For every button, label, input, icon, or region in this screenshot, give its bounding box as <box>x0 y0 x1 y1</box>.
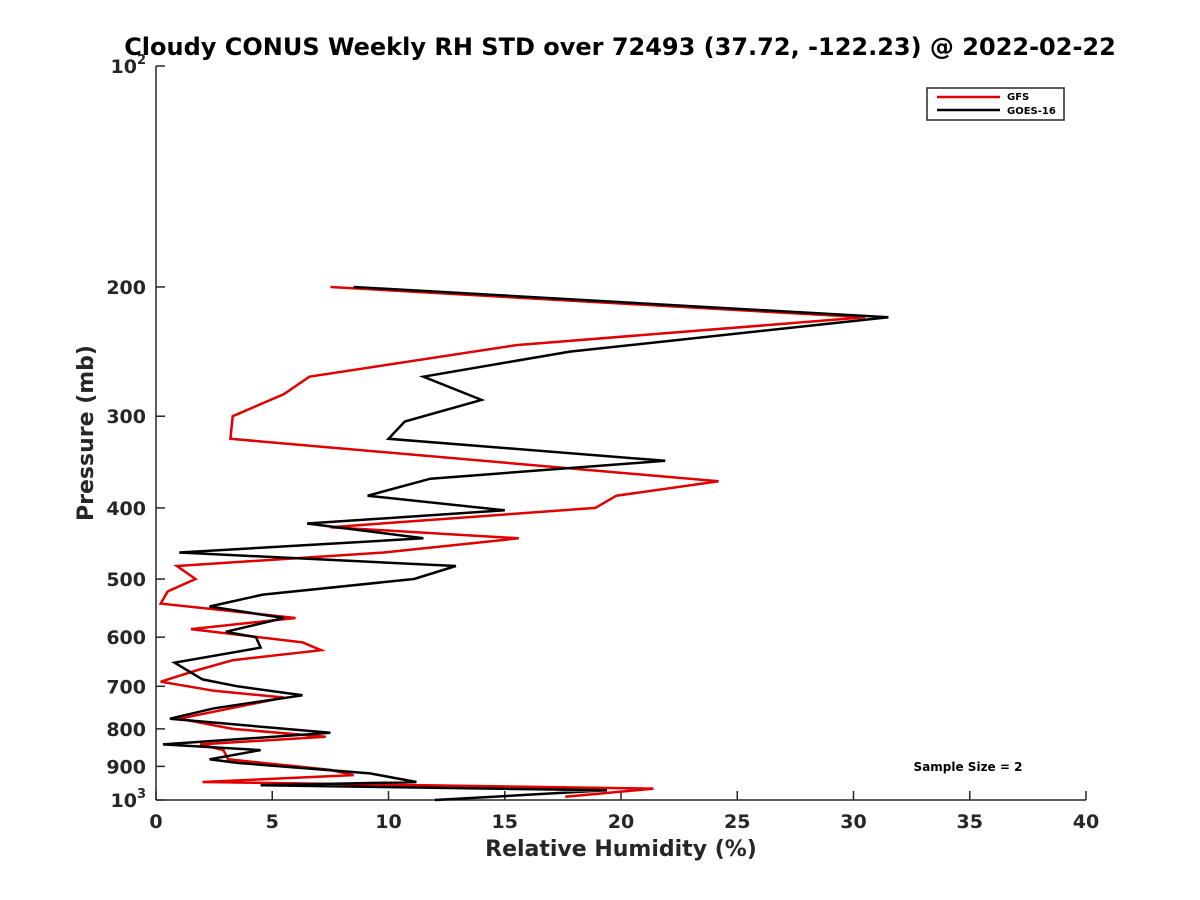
series-layer <box>158 285 889 802</box>
y-tick-label: 300 <box>106 406 146 428</box>
x-tick-label: 15 <box>492 811 518 833</box>
legend: GFS GOES-16 <box>926 87 1065 121</box>
sample-size-annotation: Sample Size = 2 <box>914 760 1023 774</box>
x-tick-label: 20 <box>608 811 634 833</box>
y-tick-label: 700 <box>106 676 146 698</box>
y-tick-label: 600 <box>106 627 146 649</box>
x-tick-label: 40 <box>1073 811 1099 833</box>
x-tick-label: 30 <box>840 811 866 833</box>
legend-box <box>926 87 1065 121</box>
x-tick-label: 0 <box>149 811 162 833</box>
y-axis-label: Pressure (mb) <box>74 345 99 521</box>
y-ticks: 102 200 300 400 500 600 700 800 900 103 <box>106 53 165 812</box>
y-tick-label: 102 <box>111 53 147 78</box>
x-tick-label: 5 <box>266 811 279 833</box>
chart-title: Cloudy CONUS Weekly RH STD over 72493 (3… <box>124 33 1116 61</box>
y-tick-label: 900 <box>106 756 146 778</box>
x-tick-label: 35 <box>957 811 983 833</box>
x-tick-label: 10 <box>375 811 401 833</box>
axes <box>155 66 1086 801</box>
series-line-goes-16 <box>162 285 889 802</box>
y-tick-label: 400 <box>106 498 146 520</box>
x-axis-label: Relative Humidity (%) <box>485 837 757 862</box>
legend-label-gfs: GFS <box>1007 92 1029 103</box>
x-ticks: 0 5 10 15 20 25 30 35 40 <box>149 791 1099 833</box>
y-tick-label: 200 <box>106 277 146 299</box>
x-tick-label: 25 <box>724 811 750 833</box>
y-tick-label: 103 <box>111 787 147 812</box>
y-tick-label: 500 <box>106 569 146 591</box>
series-line-gfs <box>158 285 866 799</box>
legend-label-goes-16: GOES-16 <box>1007 106 1056 117</box>
y-tick-label: 800 <box>106 719 146 741</box>
